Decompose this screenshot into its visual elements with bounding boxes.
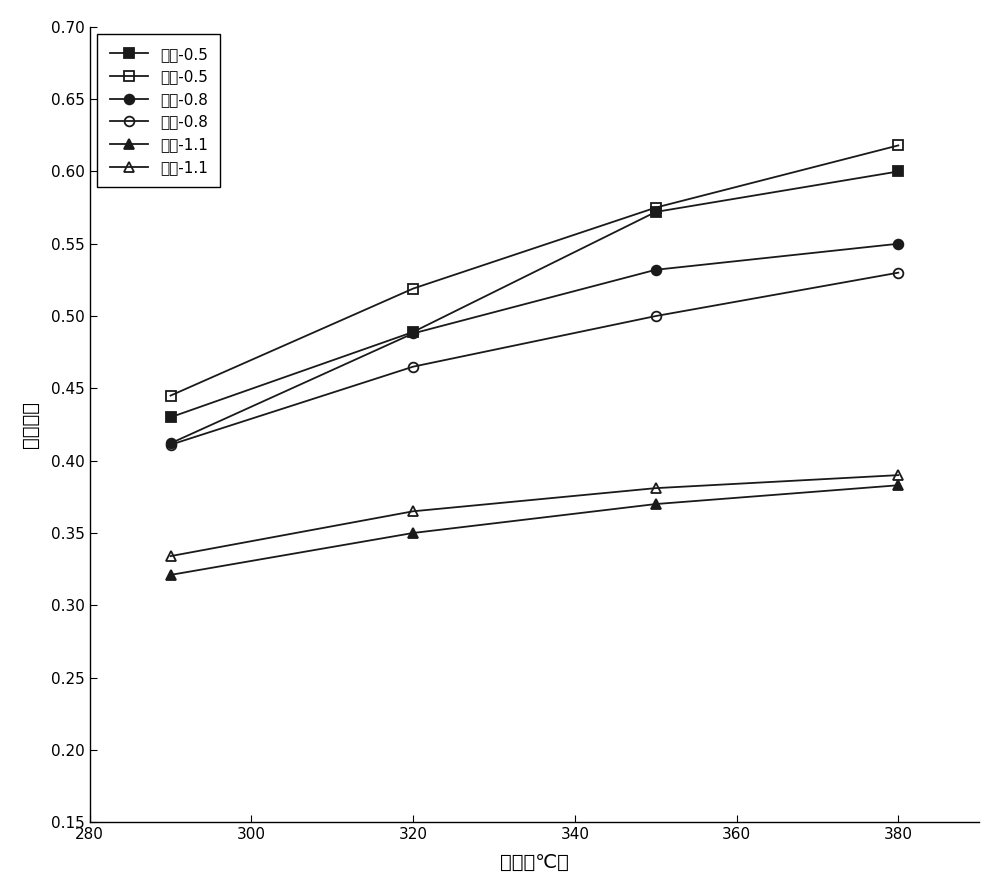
- Line: 实测-1.1: 实测-1.1: [166, 480, 903, 580]
- 模拟-1.1: [650, 483, 662, 494]
- 实测-0.8: [165, 438, 177, 448]
- 实测-0.5: [892, 166, 904, 177]
- 模拟-0.5: [407, 283, 419, 294]
- 实测-1.1: [165, 570, 177, 580]
- 模拟-0.5: [165, 390, 177, 401]
- Line: 实测-0.8: 实测-0.8: [166, 239, 903, 448]
- 实测-0.5: [407, 327, 419, 338]
- 实测-0.8: [892, 238, 904, 249]
- 模拟-0.8: [650, 311, 662, 321]
- Legend: 实测-0.5, 模拟-0.5, 实测-0.8, 模拟-0.8, 实测-1.1, 模拟-1.1: 实测-0.5, 模拟-0.5, 实测-0.8, 模拟-0.8, 实测-1.1, …: [97, 35, 220, 188]
- X-axis label: 温度（℃）: 温度（℃）: [500, 853, 569, 872]
- Line: 模拟-1.1: 模拟-1.1: [166, 471, 903, 561]
- 实测-0.5: [165, 412, 177, 422]
- 模拟-0.8: [165, 439, 177, 450]
- 模拟-0.8: [892, 267, 904, 278]
- Y-axis label: 脱理效率: 脱理效率: [21, 401, 40, 448]
- Line: 模拟-0.8: 模拟-0.8: [166, 268, 903, 449]
- 实测-0.5: [650, 206, 662, 217]
- 实测-0.8: [650, 264, 662, 275]
- 模拟-1.1: [165, 551, 177, 562]
- 实测-0.8: [407, 328, 419, 338]
- Line: 实测-0.5: 实测-0.5: [166, 167, 903, 422]
- 模拟-0.5: [650, 202, 662, 213]
- 实测-1.1: [650, 498, 662, 509]
- 模拟-0.5: [892, 140, 904, 151]
- 实测-1.1: [407, 528, 419, 538]
- 模拟-0.8: [407, 362, 419, 372]
- 模拟-1.1: [407, 506, 419, 517]
- Line: 模拟-0.5: 模拟-0.5: [166, 140, 903, 400]
- 实测-1.1: [892, 480, 904, 490]
- 模拟-1.1: [892, 470, 904, 480]
